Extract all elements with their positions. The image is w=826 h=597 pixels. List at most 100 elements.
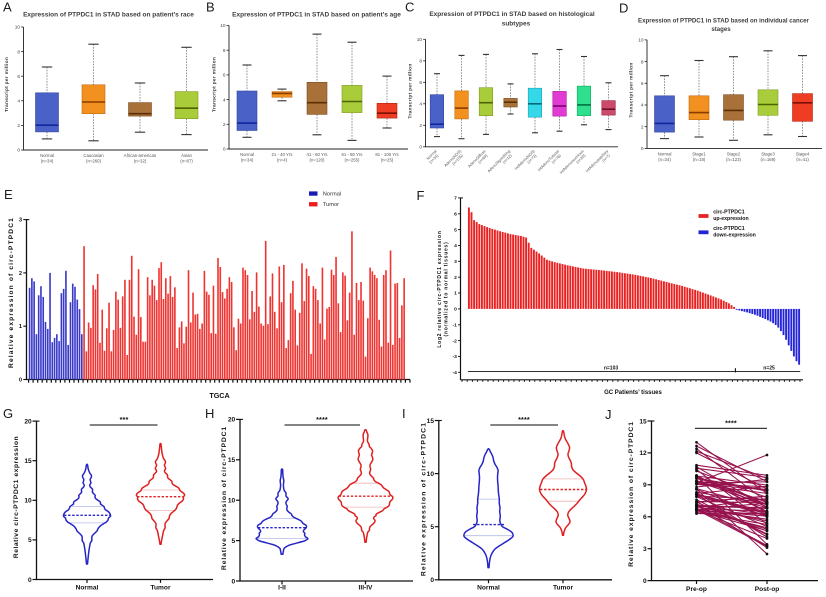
svg-text:(n=260): (n=260) xyxy=(86,158,101,163)
svg-text:circ-PTPDC1: circ-PTPDC1 xyxy=(713,209,745,215)
svg-text:Relative expression of circ: Relative expression of circ-PTPDC1 xyxy=(421,422,428,576)
svg-text:8: 8 xyxy=(641,59,644,65)
svg-text:Transcript per million: Transcript per million xyxy=(629,62,635,117)
svg-text:GC Patients’ tissues: GC Patients’ tissues xyxy=(604,390,662,396)
svg-text:G: G xyxy=(3,406,13,421)
svg-text:Transcript per million: Transcript per million xyxy=(408,63,414,118)
svg-text:****: **** xyxy=(725,419,737,428)
svg-text:C: C xyxy=(405,0,414,15)
svg-text:Log2 relative circ-PTPDC1 expr: Log2 relative circ-PTPDC1 expression xyxy=(437,230,443,347)
svg-text:subtypes: subtypes xyxy=(502,21,531,28)
svg-text:41 - 60 Yrs: 41 - 60 Yrs xyxy=(307,152,328,157)
svg-text:Pre-op: Pre-op xyxy=(686,586,707,593)
svg-text:4: 4 xyxy=(641,103,644,109)
svg-text:6: 6 xyxy=(17,74,20,80)
svg-text:4: 4 xyxy=(17,99,20,105)
svg-text:2: 2 xyxy=(419,123,422,129)
svg-text:African-american: African-american xyxy=(124,153,157,158)
svg-text:Relative expression of circ: Relative expression of circ-PTPDC1 xyxy=(221,426,228,570)
svg-text:0: 0 xyxy=(17,148,20,154)
svg-text:(n=34): (n=34) xyxy=(241,157,254,162)
svg-text:(n=32): (n=32) xyxy=(134,158,147,163)
svg-text:15: 15 xyxy=(24,458,32,465)
svg-text:-4: -4 xyxy=(452,370,457,376)
svg-text:Expression of PTPDC1 in STAD b: Expression of PTPDC1 in STAD based on pa… xyxy=(23,11,194,18)
svg-text:10: 10 xyxy=(638,38,644,44)
svg-text:4: 4 xyxy=(223,97,226,103)
svg-text:8: 8 xyxy=(17,49,20,55)
svg-text:E: E xyxy=(4,187,13,202)
svg-text:Stage3: Stage3 xyxy=(761,151,775,156)
svg-text:0: 0 xyxy=(454,307,457,313)
svg-text:81 - 100 Yrs: 81 - 100 Yrs xyxy=(375,152,398,157)
svg-text:8: 8 xyxy=(223,48,226,54)
svg-text:2: 2 xyxy=(454,275,457,281)
svg-text:(n=7): (n=7) xyxy=(601,153,612,164)
svg-text:-2: -2 xyxy=(452,338,457,344)
svg-text:3: 3 xyxy=(454,259,457,265)
svg-text:Expression of PTPDC1 in STAD b: Expression of PTPDC1 in STAD based on pa… xyxy=(232,11,401,18)
svg-text:B: B xyxy=(206,0,215,15)
svg-text:5: 5 xyxy=(28,537,32,544)
svg-text:Asian: Asian xyxy=(181,153,192,158)
svg-text:(n=255): (n=255) xyxy=(345,157,360,162)
svg-text:Expression of PTPDC1 in STAD b: Expression of PTPDC1 in STAD based on hi… xyxy=(429,11,594,18)
svg-text:5: 5 xyxy=(454,227,457,233)
svg-text:Transcript per million: Transcript per million xyxy=(4,57,10,112)
svg-text:4: 4 xyxy=(419,102,422,108)
svg-text:2: 2 xyxy=(641,124,644,130)
svg-text:1: 1 xyxy=(19,324,22,330)
svg-text:stages: stages xyxy=(711,26,731,33)
svg-text:10: 10 xyxy=(24,498,32,505)
svg-text:6: 6 xyxy=(454,212,457,218)
svg-text:6: 6 xyxy=(223,73,226,79)
svg-text:20: 20 xyxy=(228,417,236,424)
svg-text:up-expression: up-expression xyxy=(713,216,748,222)
svg-text:6: 6 xyxy=(641,81,644,87)
svg-text:Expression of PTPDC1 in STAD b: Expression of PTPDC1 in STAD based on in… xyxy=(638,18,810,25)
svg-text:Tumor: Tumor xyxy=(553,585,573,592)
svg-text:3: 3 xyxy=(19,218,22,224)
svg-text:3: 3 xyxy=(643,546,647,553)
svg-text:9: 9 xyxy=(643,482,647,489)
svg-text:Normal: Normal xyxy=(76,585,99,592)
svg-text:Normal: Normal xyxy=(40,153,54,158)
svg-text:Transcript per million: Transcript per million xyxy=(212,57,218,112)
svg-text:Normal: Normal xyxy=(658,151,672,156)
svg-text:15: 15 xyxy=(639,418,647,425)
svg-text:Relative circ-PTPDC1 expressio: Relative circ-PTPDC1 expression xyxy=(13,436,20,558)
svg-text:****: **** xyxy=(518,415,530,424)
svg-text:2: 2 xyxy=(17,123,20,129)
svg-text:0: 0 xyxy=(223,147,226,153)
svg-text:I: I xyxy=(402,406,406,421)
svg-text:(n=169): (n=169) xyxy=(761,157,776,162)
svg-text:10: 10 xyxy=(427,471,435,478)
svg-text:(normalized to normal tissues): (normalized to normal tissues) xyxy=(444,241,450,336)
svg-text:0: 0 xyxy=(28,577,32,584)
svg-text:1: 1 xyxy=(454,291,457,297)
svg-text:circ-PTPDC1: circ-PTPDC1 xyxy=(713,226,745,232)
svg-text:****: **** xyxy=(316,415,328,424)
svg-text:n=25: n=25 xyxy=(763,365,775,371)
svg-text:Caucasian: Caucasian xyxy=(83,153,104,158)
svg-text:0: 0 xyxy=(232,578,236,585)
svg-text:2: 2 xyxy=(223,122,226,128)
svg-text:down-expression: down-expression xyxy=(713,232,756,238)
svg-text:5: 5 xyxy=(232,538,236,545)
svg-text:(n=34): (n=34) xyxy=(41,158,54,163)
svg-text:15: 15 xyxy=(228,457,236,464)
svg-text:2: 2 xyxy=(19,271,22,277)
svg-text:TGCA: TGCA xyxy=(209,391,229,400)
svg-text:-1: -1 xyxy=(452,322,457,328)
svg-text:0: 0 xyxy=(643,578,647,585)
svg-text:(n=34): (n=34) xyxy=(658,157,671,162)
svg-text:(n=25): (n=25) xyxy=(381,157,394,162)
svg-text:F: F xyxy=(417,188,425,203)
svg-text:III-IV: III-IV xyxy=(359,585,374,592)
svg-text:20: 20 xyxy=(24,418,32,425)
svg-text:(n=87): (n=87) xyxy=(180,158,193,163)
svg-text:(n=4): (n=4) xyxy=(277,157,288,162)
svg-text:(n=41): (n=41) xyxy=(796,157,809,162)
svg-text:10: 10 xyxy=(417,37,423,43)
svg-text:Stage2: Stage2 xyxy=(727,151,741,156)
